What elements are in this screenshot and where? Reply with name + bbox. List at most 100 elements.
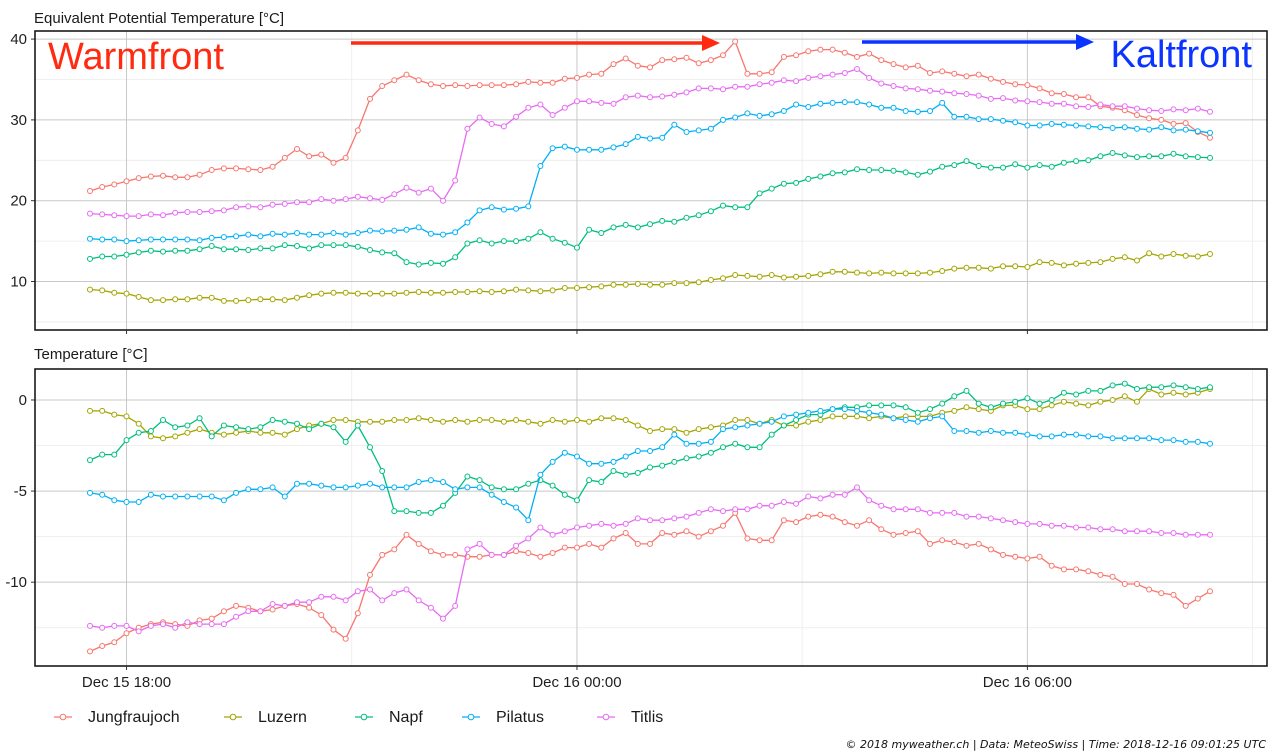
data-point	[281, 431, 288, 438]
data-point	[476, 207, 483, 214]
panel-border	[34, 368, 1268, 667]
data-point	[586, 477, 593, 484]
legend-marker	[467, 713, 475, 721]
data-point	[172, 236, 179, 243]
data-point	[890, 415, 897, 422]
data-point	[147, 247, 154, 254]
data-point	[1073, 391, 1080, 398]
data-point	[476, 114, 483, 121]
data-point	[367, 195, 373, 202]
data-point	[342, 417, 349, 423]
data-point	[160, 172, 166, 179]
data-point	[1134, 257, 1140, 264]
data-point	[1194, 105, 1201, 112]
data-point	[805, 175, 812, 182]
data-point	[245, 203, 252, 210]
data-point	[841, 413, 848, 420]
data-point	[732, 424, 739, 431]
data-point	[342, 438, 349, 445]
data-point	[963, 404, 970, 411]
data-point	[318, 242, 325, 249]
data-point	[318, 593, 325, 600]
data-point	[902, 108, 909, 114]
data-point	[476, 417, 483, 423]
data-point	[488, 484, 495, 491]
data-point	[220, 207, 227, 214]
data-point	[281, 242, 288, 249]
data-point	[367, 480, 373, 487]
data-point	[659, 530, 666, 536]
data-point	[1109, 573, 1116, 580]
data-point	[208, 615, 215, 622]
top-panel-title: Equivalent Potential Temperature [°C]	[34, 10, 284, 27]
data-point	[902, 169, 909, 176]
data-point	[391, 250, 398, 257]
data-point	[756, 81, 763, 88]
data-point	[525, 78, 532, 85]
data-point	[208, 621, 215, 628]
data-point	[939, 99, 946, 106]
data-point	[464, 418, 471, 425]
data-point	[379, 484, 386, 491]
legend-label: Napf	[389, 709, 423, 726]
data-point	[135, 429, 142, 436]
data-point	[598, 70, 605, 77]
data-point	[1121, 581, 1128, 587]
data-point	[890, 402, 897, 409]
data-point	[1060, 566, 1067, 573]
y-tick-label: -10	[5, 574, 27, 591]
data-point	[160, 236, 166, 243]
data-point	[1207, 251, 1213, 257]
data-point	[914, 528, 921, 535]
data-point	[586, 226, 593, 233]
data-point	[878, 167, 885, 173]
data-point	[561, 143, 568, 150]
data-point	[294, 243, 300, 249]
data-point	[561, 418, 568, 425]
data-point	[720, 522, 726, 529]
data-point	[427, 81, 434, 88]
data-point	[513, 286, 520, 293]
data-point	[220, 497, 227, 504]
data-point	[890, 506, 897, 513]
data-point	[135, 213, 142, 220]
series-luzern	[87, 250, 1213, 304]
data-point	[610, 415, 617, 422]
data-point	[1170, 120, 1177, 127]
data-point	[854, 407, 860, 414]
data-point	[1158, 391, 1165, 398]
data-point	[220, 234, 227, 241]
data-point	[1073, 431, 1080, 438]
data-point	[1182, 531, 1189, 538]
data-point	[257, 167, 264, 173]
data-point	[598, 415, 605, 422]
data-point	[768, 418, 775, 425]
data-point	[330, 424, 337, 431]
data-point	[379, 551, 386, 558]
data-point	[634, 224, 641, 231]
data-point	[281, 297, 288, 304]
data-point	[269, 429, 276, 436]
data-point	[586, 418, 593, 425]
data-point	[963, 91, 970, 97]
data-point	[890, 61, 897, 68]
data-point	[598, 283, 605, 290]
data-point	[281, 154, 288, 161]
legend-marker	[360, 713, 368, 721]
data-point	[561, 75, 568, 82]
data-point	[756, 444, 763, 451]
data-point	[695, 426, 702, 433]
data-point	[841, 268, 848, 275]
data-point	[671, 121, 678, 128]
data-point	[330, 417, 337, 423]
data-point	[878, 526, 885, 533]
data-point	[233, 233, 240, 240]
data-point	[269, 201, 276, 208]
y-tick-label: -5	[14, 483, 27, 500]
data-point	[768, 79, 775, 86]
data-point	[829, 46, 836, 53]
data-point	[780, 274, 787, 281]
data-point	[367, 227, 373, 234]
data-point	[1048, 433, 1055, 440]
data-point	[1134, 581, 1140, 587]
